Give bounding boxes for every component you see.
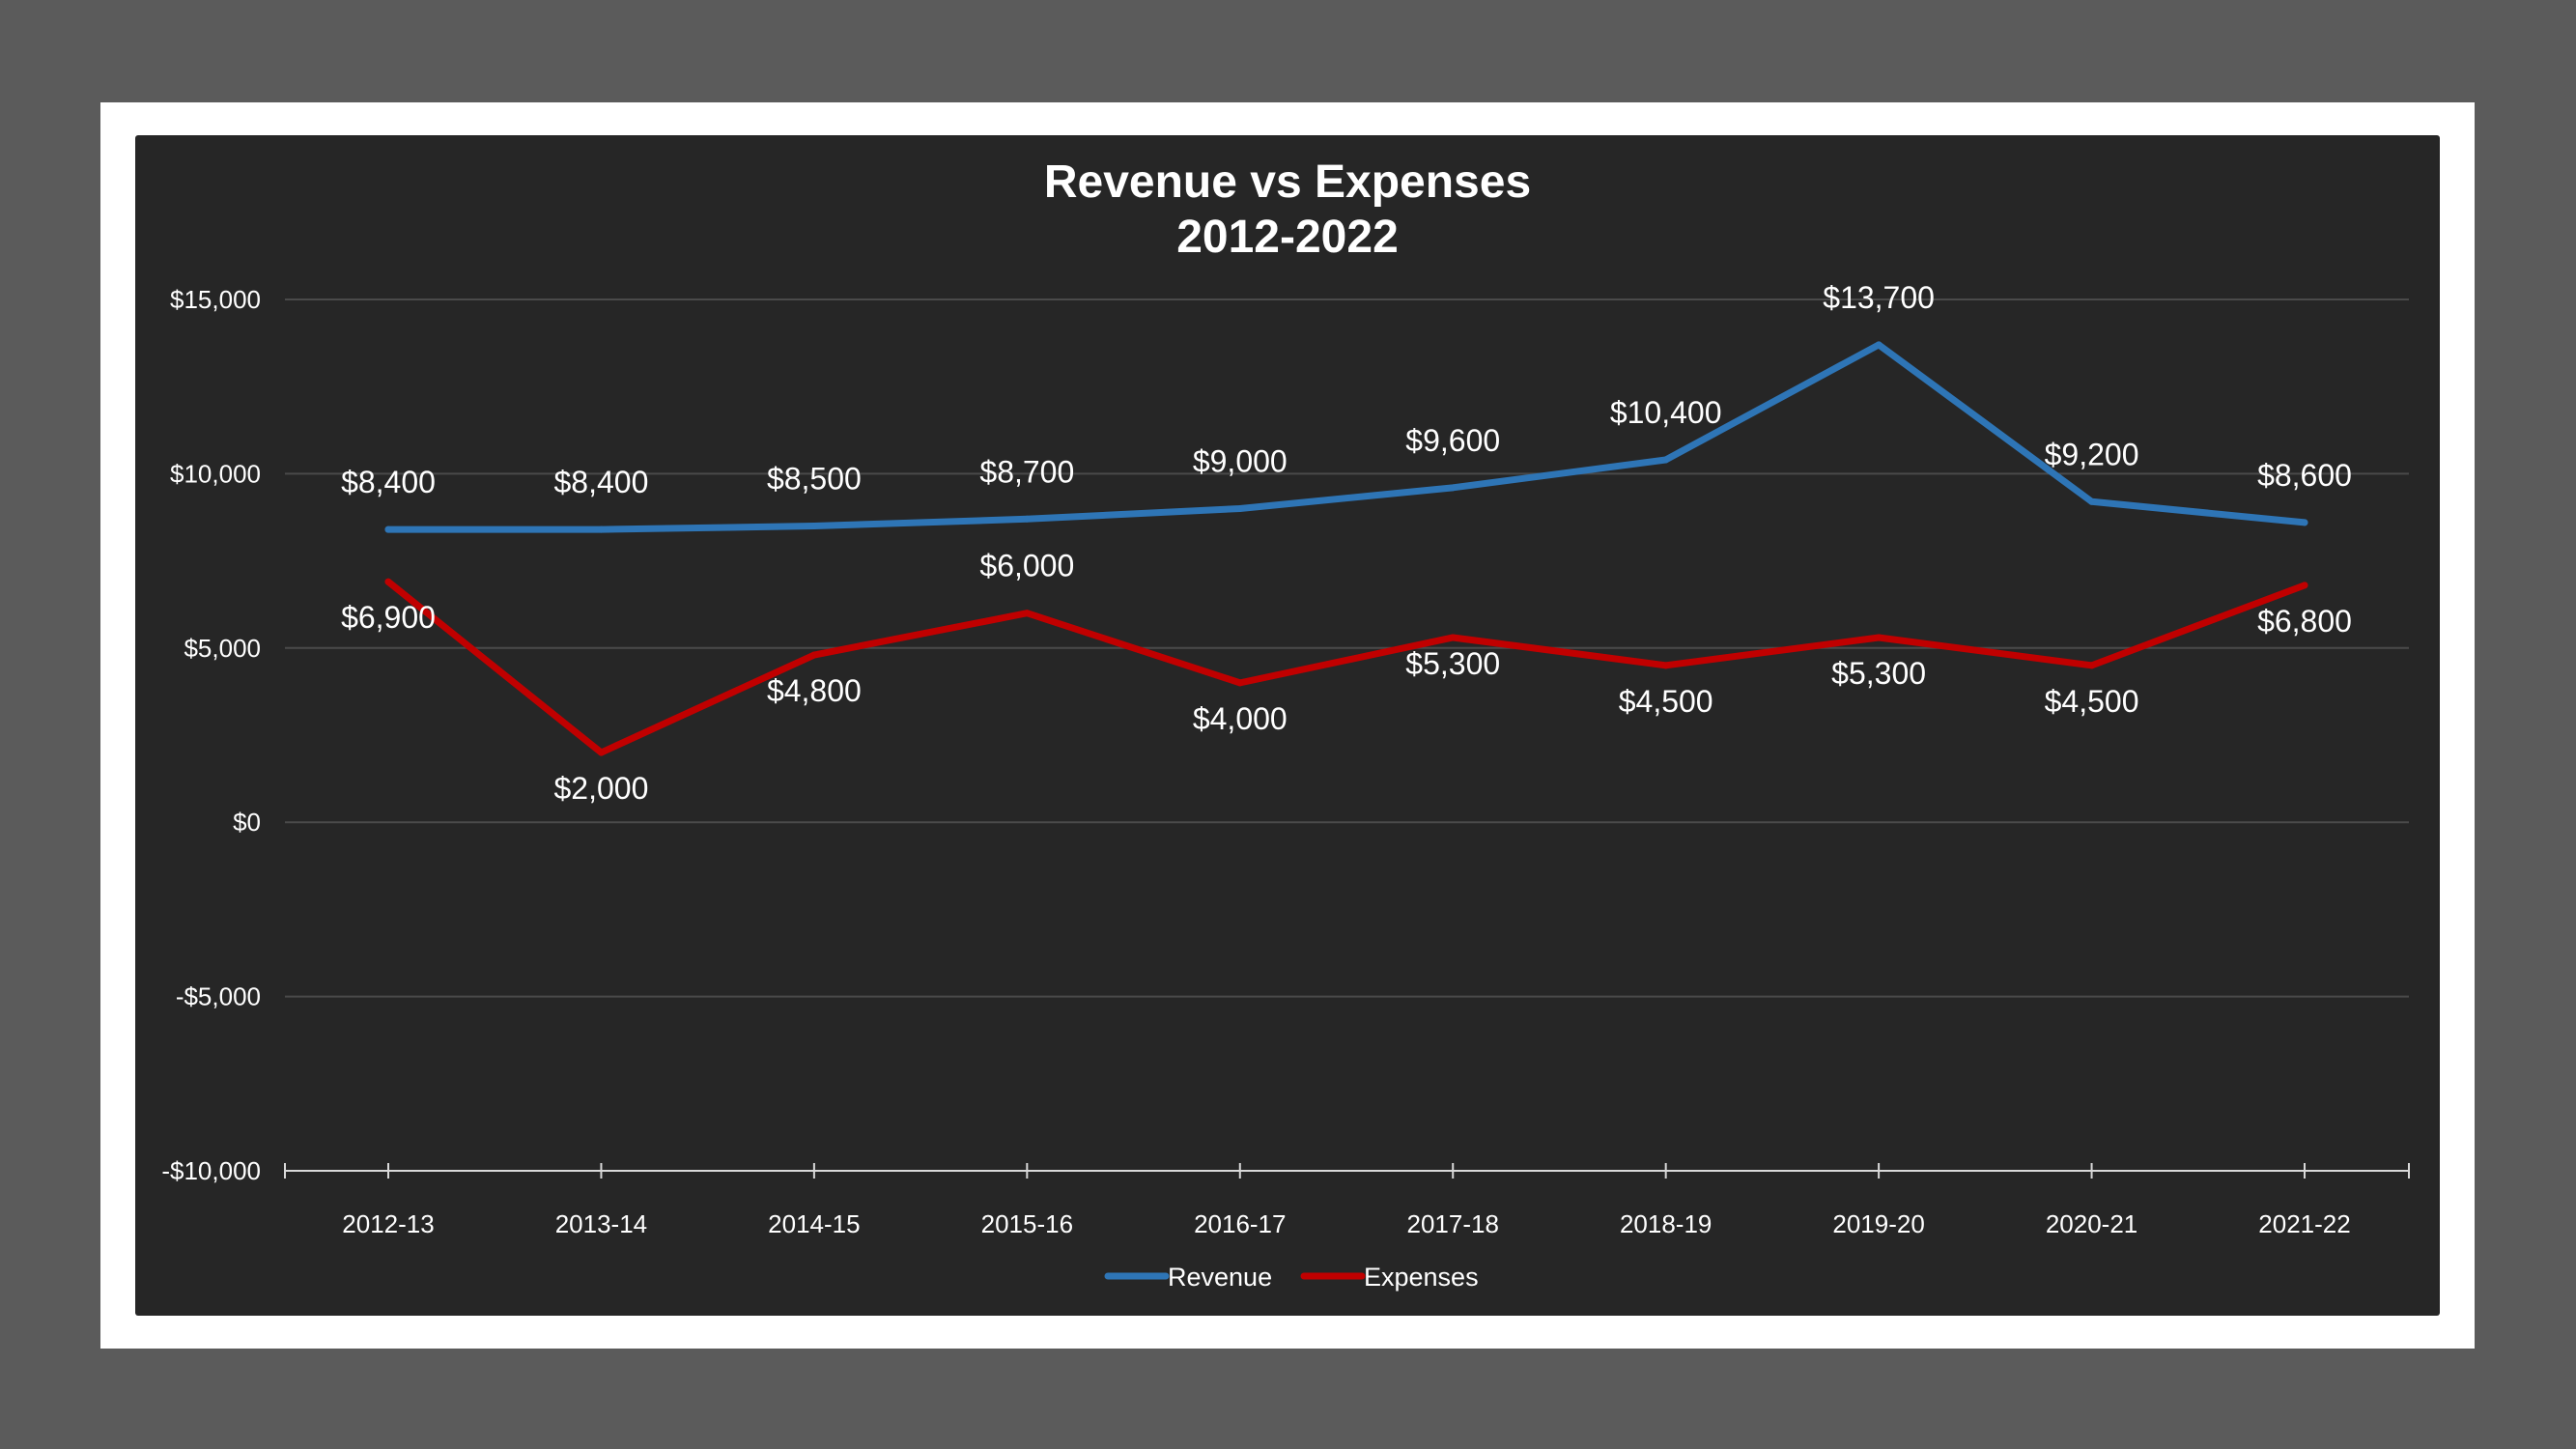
legend-label-revenue: Revenue [1168,1263,1272,1292]
x-tick-label: 2015-16 [981,1209,1073,1238]
data-point-expenses [1023,610,1031,617]
data-point-revenue [1662,456,1670,464]
x-tick-label: 2014-15 [768,1209,860,1238]
y-tick-label: $10,000 [170,459,261,488]
data-label-expenses: $5,300 [1831,656,1926,691]
y-tick-label: $15,000 [170,285,261,314]
data-label-revenue: $8,600 [2257,458,2352,493]
data-point-revenue [1449,484,1457,492]
data-point-expenses [384,578,392,585]
y-tick-label: $5,000 [184,634,261,663]
x-tick-label: 2020-21 [2046,1209,2137,1238]
data-point-revenue [1023,515,1031,523]
data-label-expenses: $5,300 [1405,646,1500,681]
data-label-revenue: $9,600 [1405,423,1500,458]
x-axis-tick-labels: 2012-13 2013-14 2014-15 2015-16 2016-17 2017-… [342,1209,2350,1238]
data-point-expenses [1875,634,1882,641]
data-point-revenue [810,523,818,530]
x-tick-label: 2012-13 [342,1209,434,1238]
series-line-revenue [384,341,2308,533]
y-tick-label: -$10,000 [161,1156,261,1185]
x-tick-label: 2018-19 [1620,1209,1712,1238]
data-label-revenue: $8,400 [341,465,436,499]
data-label-expenses: $2,000 [554,771,649,806]
data-label-revenue: $8,700 [979,454,1074,489]
data-point-expenses [1449,634,1457,641]
data-label-revenue: $8,500 [767,462,862,497]
data-point-expenses [810,651,818,659]
data-point-revenue [597,526,605,533]
y-tick-label: $0 [233,808,261,837]
data-label-expenses: $6,900 [341,600,436,635]
x-axis [284,1163,2410,1179]
legend: Revenue Expenses [1104,1263,1479,1292]
data-label-expenses: $6,800 [2257,604,2352,639]
x-tick-label: 2019-20 [1832,1209,1924,1238]
x-tick-label: 2013-14 [555,1209,647,1238]
series-line-expenses [384,578,2308,756]
data-point-revenue [1875,341,1882,349]
chart-frame: Revenue vs Expenses 2012-2022 $15,000 $10… [100,102,2475,1349]
chart-area: Revenue vs Expenses 2012-2022 $15,000 $10… [135,135,2440,1316]
data-label-revenue: $13,700 [1823,280,1935,315]
series-lines [384,341,2308,756]
chart-title-line-2: 2012-2022 [1176,212,1399,263]
data-label-expenses: $4,500 [1619,684,1713,719]
data-point-revenue [1236,504,1244,512]
data-point-expenses [597,749,605,756]
data-label-expenses: $4,500 [2045,684,2139,719]
y-axis-tick-labels: $15,000 $10,000 $5,000 $0 -$5,000 -$10,000 [161,285,261,1185]
x-tick-label: 2016-17 [1194,1209,1286,1238]
x-tick-label: 2017-18 [1407,1209,1499,1238]
data-label-revenue: $10,400 [1610,395,1722,430]
data-point-expenses [1236,679,1244,687]
x-tick-label: 2021-22 [2258,1209,2350,1238]
data-point-expenses [1662,662,1670,669]
y-tick-label: -$5,000 [176,982,261,1011]
data-labels: $8,400 $8,400 $8,500 $8,700 $9,000 $9,600 $10,… [341,280,2352,806]
data-label-revenue: $8,400 [554,465,649,499]
chart-title-line-1: Revenue vs Expenses [1044,156,1531,208]
data-point-revenue [2088,497,2096,505]
legend-label-expenses: Expenses [1364,1263,1479,1292]
data-label-revenue: $9,000 [1193,443,1288,478]
data-label-expenses: $4,000 [1193,701,1288,736]
data-label-expenses: $6,000 [979,549,1074,583]
data-point-expenses [2301,582,2308,589]
data-point-expenses [2088,662,2096,669]
gridlines [285,298,2409,998]
data-label-revenue: $9,200 [2045,437,2139,471]
data-point-revenue [2301,519,2308,526]
data-point-revenue [384,526,392,533]
line-chart: Revenue vs Expenses 2012-2022 $15,000 $10… [161,156,2410,1292]
data-label-expenses: $4,800 [767,673,862,708]
